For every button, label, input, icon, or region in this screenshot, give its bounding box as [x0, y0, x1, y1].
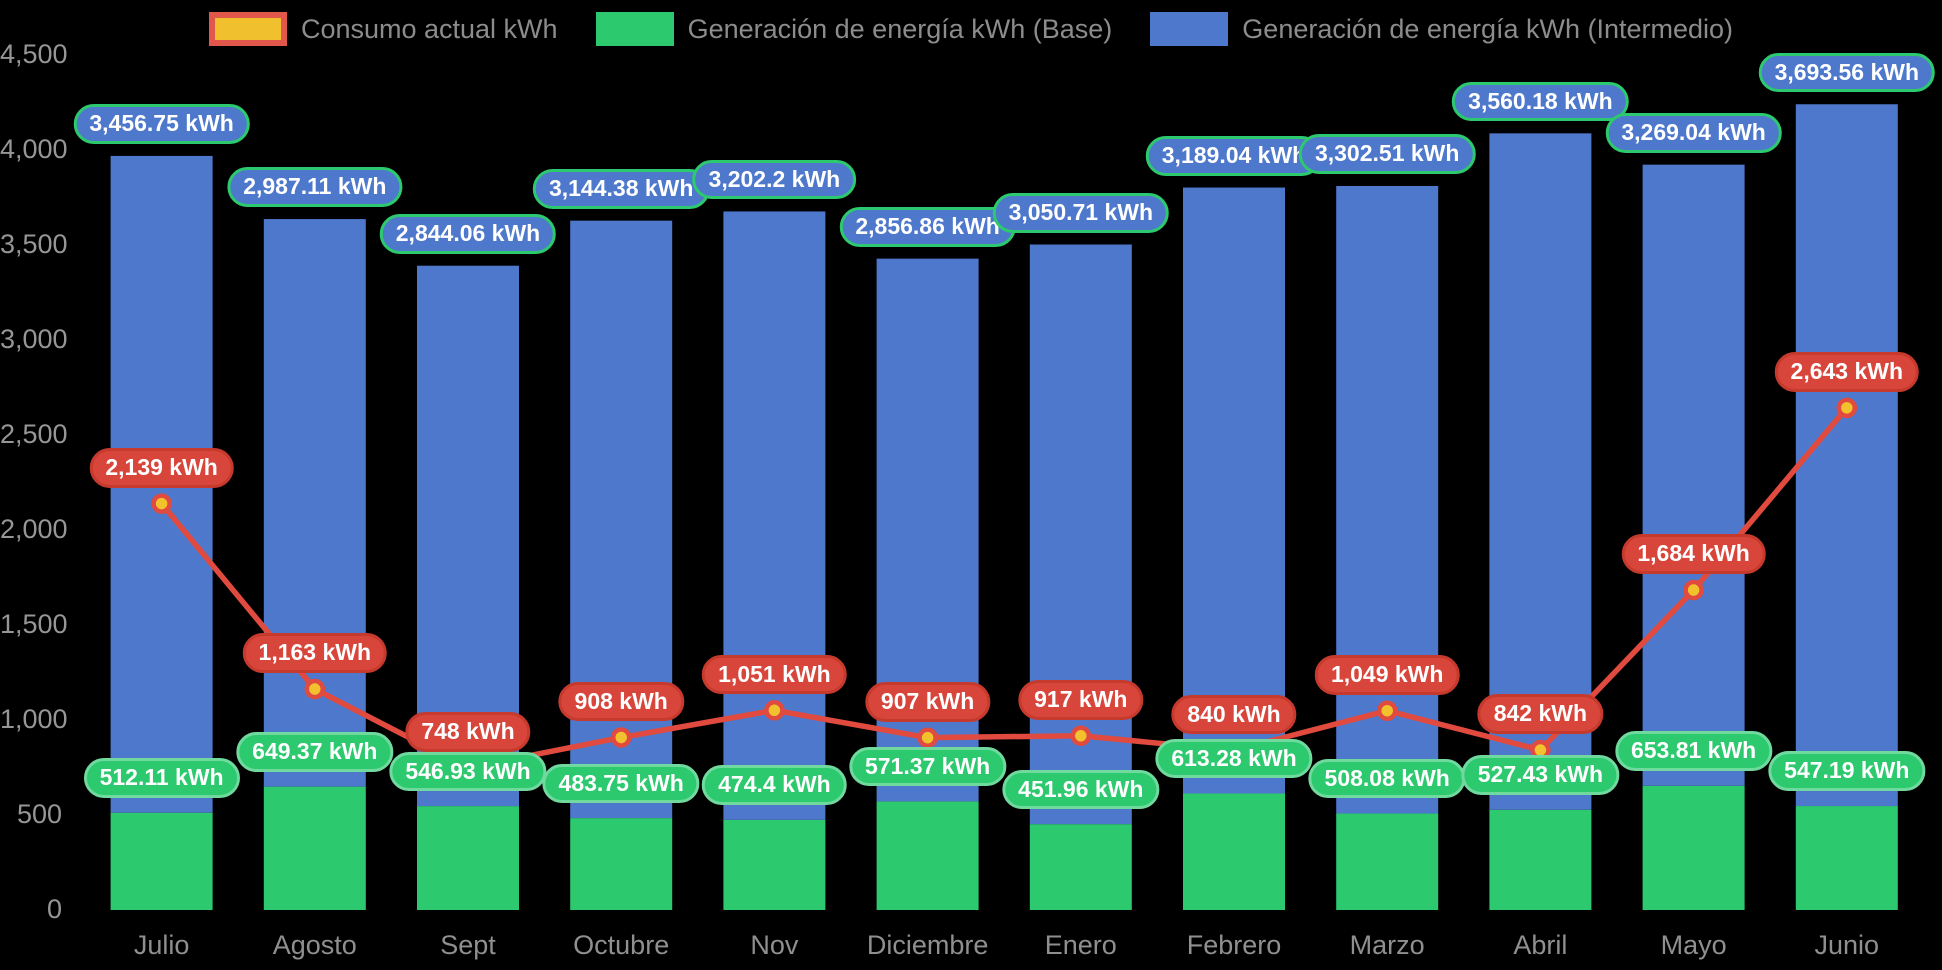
- chart-legend: Consumo actual kWh Generación de energía…: [0, 12, 1942, 46]
- bar-segment-base[interactable]: [1029, 824, 1132, 910]
- line-point[interactable]: [917, 727, 938, 748]
- bar-segment-intermedio[interactable]: [417, 265, 519, 807]
- bar-segment-base[interactable]: [263, 786, 366, 910]
- legend-item-intermedio[interactable]: Generación de energía kWh (Intermedio): [1150, 12, 1733, 46]
- bar-segment-base[interactable]: [570, 818, 673, 910]
- bar-segment-base[interactable]: [1183, 793, 1285, 910]
- line-point[interactable]: [1530, 739, 1551, 761]
- legend-item-base[interactable]: Generación de energía kWh (Base): [595, 12, 1113, 46]
- bar-segment-intermedio[interactable]: [1642, 164, 1745, 786]
- bar-segment-base[interactable]: [1642, 785, 1745, 910]
- bar-segment-base[interactable]: [1489, 809, 1592, 910]
- line-point[interactable]: [1683, 579, 1704, 601]
- bar-segment-intermedio[interactable]: [1795, 104, 1898, 807]
- bar-segment-base[interactable]: [1795, 806, 1898, 910]
- line-point[interactable]: [304, 678, 326, 700]
- legend-label-base: Generación de energía kWh (Base): [687, 13, 1113, 44]
- bar-segment-intermedio[interactable]: [1489, 133, 1592, 810]
- line-point[interactable]: [764, 700, 785, 721]
- line-point[interactable]: [1223, 740, 1245, 761]
- base-swatch-icon: [595, 12, 674, 46]
- bar-segment-intermedio[interactable]: [263, 219, 366, 787]
- line-point[interactable]: [151, 493, 172, 514]
- line-point[interactable]: [1376, 700, 1398, 721]
- bar-segment-base[interactable]: [417, 806, 519, 910]
- legend-label-consumo: Consumo actual kWh: [300, 13, 558, 44]
- consumo-swatch-icon: [208, 12, 287, 46]
- consumption-line: [158, 405, 1850, 771]
- bar-segment-intermedio[interactable]: [1183, 187, 1285, 794]
- legend-item-consumo[interactable]: Consumo actual kWh: [208, 12, 558, 46]
- intermedio-swatch-icon: [1150, 12, 1229, 46]
- bar-segment-base[interactable]: [723, 819, 826, 910]
- line-point[interactable]: [1836, 397, 1858, 419]
- bar-segment-intermedio[interactable]: [876, 258, 979, 802]
- bar-segment-base[interactable]: [110, 812, 213, 910]
- line-point[interactable]: [457, 757, 479, 779]
- line-point[interactable]: [610, 727, 632, 748]
- bar-segment-base[interactable]: [876, 801, 979, 910]
- bar-segment-base[interactable]: [1336, 813, 1439, 910]
- bar-segment-intermedio[interactable]: [723, 211, 826, 820]
- line-point[interactable]: [1070, 725, 1092, 747]
- bar-segment-intermedio[interactable]: [110, 155, 213, 813]
- legend-label-intermedio: Generación de energía kWh (Intermedio): [1242, 13, 1734, 44]
